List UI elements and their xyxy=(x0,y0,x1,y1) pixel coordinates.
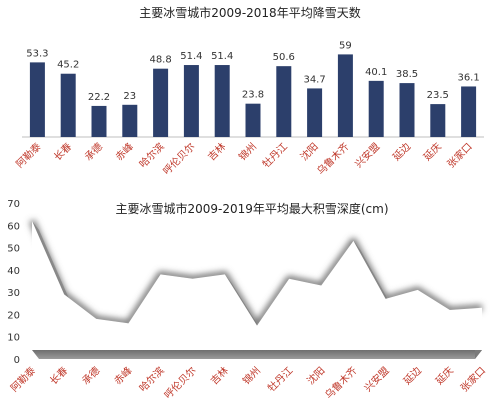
area-category-label: 张家口 xyxy=(458,364,488,394)
bar-value-label: 53.3 xyxy=(26,48,48,59)
y-tick-label: 0 xyxy=(14,355,20,366)
area-category-label: 延边 xyxy=(401,365,424,388)
bar-category-label: 呼伦贝尔 xyxy=(160,140,197,177)
area-point xyxy=(224,273,226,275)
bar-category-label: 承德 xyxy=(82,140,105,163)
area-floor xyxy=(32,350,482,359)
area-point xyxy=(320,284,322,286)
bar xyxy=(276,66,292,137)
bar xyxy=(368,80,384,137)
bar xyxy=(122,104,138,137)
area-category-label: 阿勒泰 xyxy=(8,364,38,394)
area-point xyxy=(352,240,354,242)
bar-value-label: 23.8 xyxy=(242,90,264,101)
area-category-label: 呼伦贝尔 xyxy=(161,364,198,401)
area-point xyxy=(95,318,97,320)
bar-value-label: 48.8 xyxy=(149,55,171,66)
bar-category-label: 延边 xyxy=(390,141,413,164)
y-tick-label: 30 xyxy=(7,288,20,299)
bar-category-label: 牡丹江 xyxy=(260,140,290,170)
bar xyxy=(91,105,107,137)
y-tick-label: 20 xyxy=(7,310,20,321)
area-point xyxy=(63,293,65,295)
area-point xyxy=(481,307,483,309)
area-category-label: 赤峰 xyxy=(112,365,135,388)
bar xyxy=(337,54,353,137)
bar-category-label: 赤峰 xyxy=(113,141,136,164)
bar-value-label: 36.1 xyxy=(457,72,479,83)
area-point xyxy=(192,278,194,280)
area-point xyxy=(417,289,419,291)
bar-value-label: 38.5 xyxy=(396,69,418,80)
bar xyxy=(214,65,230,137)
bar xyxy=(245,103,261,137)
area-category-label: 吉林 xyxy=(208,364,231,387)
area-point xyxy=(449,309,451,311)
area-category-label: 延庆 xyxy=(433,364,456,387)
bar xyxy=(307,88,323,137)
y-tick-label: 40 xyxy=(7,266,20,277)
bar-category-label: 沈阳 xyxy=(297,140,320,163)
area-category-label: 牡丹江 xyxy=(265,364,295,394)
bar-category-label: 张家口 xyxy=(444,140,474,170)
area-chart-title: 主要冰雪城市2009-2019年平均最大积雪深度(cm) xyxy=(115,201,388,216)
bar-chart-title: 主要冰雪城市2009-2018年平均降雪天数 xyxy=(139,5,360,20)
bar-value-label: 45.2 xyxy=(57,60,79,71)
bar xyxy=(461,86,477,137)
y-tick-label: 50 xyxy=(7,244,20,255)
bar xyxy=(430,104,446,137)
bar xyxy=(399,83,415,137)
bar-value-label: 22.2 xyxy=(88,92,110,103)
area-category-label: 乌鲁木齐 xyxy=(322,364,359,401)
area-face xyxy=(32,220,482,350)
area-category-label: 长春 xyxy=(48,365,71,388)
y-tick-label: 70 xyxy=(7,199,20,210)
bar-category-label: 延庆 xyxy=(421,140,444,163)
bar-category-label: 哈尔滨 xyxy=(136,140,166,170)
bar-value-label: 40.1 xyxy=(365,67,387,78)
y-tick-label: 60 xyxy=(7,221,20,232)
bar-value-label: 23.5 xyxy=(427,90,449,101)
bar-category-label: 锦州 xyxy=(236,140,259,163)
bar-value-label: 51.4 xyxy=(180,51,202,62)
bar-chart: 53.3 阿勒泰 45.2 长春 22.2 承德 23 赤峰 48.8 哈尔滨 51.4 呼伦贝尔 51… xyxy=(13,40,484,177)
area-category-label: 兴安盟 xyxy=(361,364,391,394)
bar xyxy=(153,68,169,137)
y-tick-label: 10 xyxy=(7,333,20,344)
area-category-label: 哈尔滨 xyxy=(136,364,166,394)
bar-value-label: 59 xyxy=(339,40,352,51)
bar xyxy=(60,73,76,137)
bar-value-label: 23 xyxy=(123,91,136,102)
bar xyxy=(29,62,45,137)
area-category-label: 锦州 xyxy=(240,364,263,387)
area-point xyxy=(160,273,162,275)
bar-value-label: 51.4 xyxy=(211,51,233,62)
bar-category-label: 兴安盟 xyxy=(352,140,382,170)
area-point xyxy=(385,298,387,300)
area-point xyxy=(31,220,33,222)
area-category-label: 承德 xyxy=(79,364,102,387)
area-category-label: 沈阳 xyxy=(304,364,327,387)
area-point xyxy=(127,322,129,324)
bar-category-label: 吉林 xyxy=(205,140,228,163)
bar-category-label: 长春 xyxy=(52,141,75,164)
bar-value-label: 34.7 xyxy=(303,74,325,85)
bar-value-label: 50.6 xyxy=(273,52,295,63)
bar-category-label: 乌鲁木齐 xyxy=(314,140,351,177)
bar-category-label: 阿勒泰 xyxy=(13,140,43,170)
area-point xyxy=(288,278,290,280)
area-point xyxy=(256,325,258,327)
bar xyxy=(183,65,199,137)
